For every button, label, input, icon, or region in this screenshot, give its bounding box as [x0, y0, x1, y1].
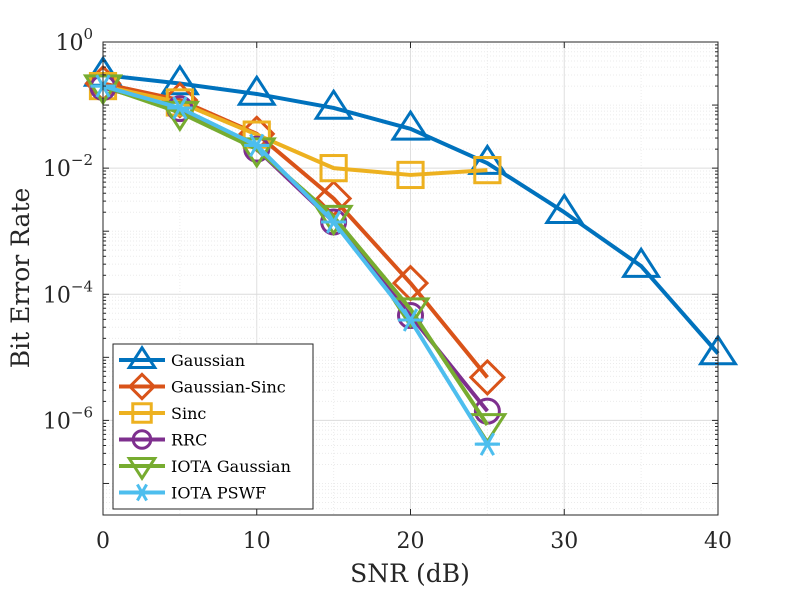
data-point-gaussian — [620, 246, 662, 278]
data-point-sinc — [473, 156, 502, 185]
data-point-iota-pswf — [397, 308, 424, 332]
legend-label: IOTA Gaussian — [171, 457, 291, 476]
series-line-iota-pswf — [102, 84, 490, 446]
legend-label: Gaussian — [171, 351, 245, 370]
legend-item-rrc: RRC — [119, 429, 207, 450]
x-tick-label: 30 — [550, 529, 578, 554]
series-gaussian — [82, 55, 739, 366]
legend: Gaussian Gaussian-Sinc Sinc RRC IOTA Gaussia… — [112, 343, 314, 510]
legend-swatch-marker — [132, 483, 152, 502]
x-tick-label: 40 — [704, 529, 732, 554]
legend-item-gaussian: Gaussian — [119, 344, 245, 370]
legend-swatch-marker — [127, 372, 157, 401]
x-tick-label: 10 — [243, 529, 271, 554]
legend-label: RRC — [171, 431, 207, 450]
tick-layer: 0 10 20 30 40 100 10−2 10−4 10−6 — [43, 25, 732, 554]
legend-label: Sinc — [171, 404, 206, 423]
series-line-gaussian — [102, 72, 720, 355]
legend-item-gaussian-sinc: Gaussian-Sinc — [119, 372, 286, 401]
x-axis-label: SNR (dB) — [350, 559, 470, 588]
data-point-gaussian-sinc — [468, 358, 506, 397]
data-point-iota-pswf — [244, 133, 270, 157]
data-point-gaussian — [390, 109, 431, 141]
y-tick-label: 10−2 — [43, 151, 93, 182]
legend-item-iota-gaussian: IOTA Gaussian — [119, 456, 291, 482]
data-point-iota-pswf — [321, 210, 347, 234]
data-point-gaussian-sinc — [161, 81, 199, 119]
data-point-gaussian — [467, 143, 508, 175]
legend-swatch-marker — [131, 429, 153, 450]
data-point-iota-gaussian — [313, 204, 354, 237]
legend-label: Gaussian-Sinc — [171, 378, 286, 397]
data-point-gaussian — [236, 74, 277, 106]
data-point-iota-pswf — [167, 96, 193, 120]
x-tick-label: 20 — [397, 529, 425, 554]
y-tick-label: 100 — [55, 25, 93, 56]
data-point-gaussian — [544, 192, 585, 224]
y-tick-label: 10−6 — [43, 403, 93, 434]
data-point-gaussian — [313, 88, 354, 120]
legend-swatch-marker — [131, 402, 153, 424]
legend-item-iota-pswf: IOTA PSWF — [119, 484, 266, 503]
legend-item-sinc: Sinc — [119, 402, 206, 424]
data-point-iota-gaussian — [159, 100, 201, 133]
legend-swatch-marker — [126, 456, 158, 482]
y-axis-label: Bit Error Rate — [6, 188, 35, 369]
x-tick-label: 0 — [96, 529, 110, 554]
data-point-gaussian — [159, 63, 201, 96]
legend-swatch-marker — [126, 344, 158, 370]
data-point-iota-gaussian — [390, 297, 431, 329]
y-tick-label: 10−4 — [43, 277, 93, 308]
legend-label: IOTA PSWF — [171, 484, 266, 503]
legend-box — [112, 343, 314, 510]
data-point-iota-pswf — [474, 432, 500, 456]
data-point-sinc — [319, 154, 348, 183]
data-point-sinc — [396, 160, 425, 190]
